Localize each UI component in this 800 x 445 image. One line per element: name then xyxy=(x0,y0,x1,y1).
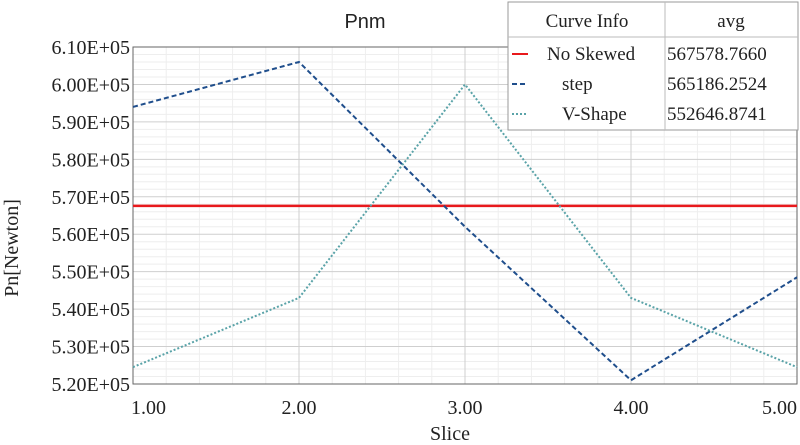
y-axis: 5.20E+05 5.30E+05 5.40E+05 5.50E+05 5.60E+05… xyxy=(52,37,131,396)
x-tick-label: 1.00 xyxy=(131,397,166,419)
legend-label: V-Shape xyxy=(562,104,627,125)
y-tick-label: 6.10E+05 xyxy=(52,37,131,59)
legend-label: No Skewed xyxy=(547,44,636,65)
legend-box xyxy=(507,1,799,131)
x-axis-title: Slice xyxy=(430,423,470,445)
legend: Curve Info avg No Skewed 567578.7660 step 5… xyxy=(507,1,799,131)
y-tick-label: 5.50E+05 xyxy=(52,262,131,284)
x-tick-label: 5.00 xyxy=(762,397,797,419)
series-line-step xyxy=(132,60,798,382)
y-tick-label: 5.40E+05 xyxy=(52,299,131,321)
y-tick-label: 5.70E+05 xyxy=(52,187,131,209)
grid xyxy=(132,46,798,385)
legend-header-name: Curve Info xyxy=(546,11,629,32)
legend-avg-value: 565186.2524 xyxy=(667,74,767,95)
legend-label: step xyxy=(562,74,593,95)
y-axis-title: Pn[Newton] xyxy=(1,199,23,297)
x-tick-label: 4.00 xyxy=(614,397,649,419)
y-tick-label: 5.30E+05 xyxy=(52,337,131,359)
legend-header-stat: avg xyxy=(717,11,745,32)
legend-avg-value: 567578.7660 xyxy=(667,44,767,65)
y-tick-label: 5.60E+05 xyxy=(52,224,131,246)
x-tick-label: 2.00 xyxy=(282,397,317,419)
series-line-v-shape xyxy=(132,82,798,369)
chart-title: Pnm xyxy=(344,11,385,33)
plot-frame xyxy=(132,46,798,385)
y-tick-label: 5.80E+05 xyxy=(52,149,131,171)
y-tick-label: 5.20E+05 xyxy=(52,374,131,396)
x-axis: 1.00 2.00 3.00 4.00 5.00 xyxy=(131,397,797,419)
y-tick-label: 5.90E+05 xyxy=(52,112,131,134)
legend-avg-value: 552646.8741 xyxy=(667,104,767,125)
series-group xyxy=(132,60,798,382)
y-tick-label: 6.00E+05 xyxy=(52,74,131,96)
x-tick-label: 3.00 xyxy=(448,397,483,419)
